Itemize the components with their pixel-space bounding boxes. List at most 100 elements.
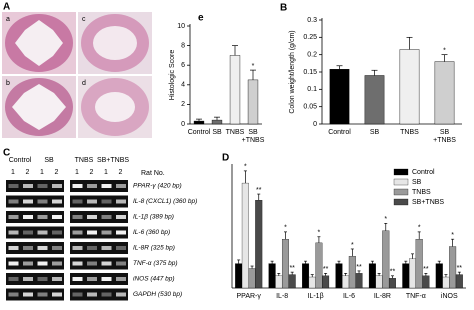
x-tick-label: IL-6 — [343, 293, 355, 300]
gel-band — [101, 292, 112, 297]
gel-band — [87, 246, 97, 250]
gel-band — [52, 261, 62, 266]
x-tick-label: IL-8 — [276, 293, 288, 300]
gel-band — [8, 246, 19, 250]
x-tick-label: IL-1β — [308, 293, 324, 300]
x-tick-label: TNBS — [226, 129, 245, 136]
gel-band — [87, 215, 97, 219]
gel-band — [116, 261, 126, 266]
gel-row — [70, 226, 128, 239]
x-tick-label: IL-8R — [374, 293, 391, 300]
image-label: a — [6, 16, 10, 23]
histology-c — [78, 12, 152, 74]
image-label: c — [82, 16, 86, 23]
gel-row — [6, 195, 64, 208]
histology-b — [2, 76, 76, 138]
bar — [409, 258, 417, 289]
gel-band — [23, 277, 33, 281]
gel-band — [72, 246, 83, 250]
gel-band — [116, 246, 126, 250]
y-tick-label: 0 — [313, 121, 317, 128]
legend-label: SB — [412, 179, 422, 186]
lane-label: 1 — [104, 169, 108, 176]
gel-band — [8, 230, 19, 235]
legend-swatch — [393, 168, 409, 176]
bar — [302, 263, 310, 289]
gel-band — [37, 261, 48, 266]
y-axis-label: Histologic Score — [169, 50, 176, 101]
group-label: TNBS — [75, 157, 94, 164]
annotation: ** — [289, 265, 295, 272]
gel-row — [70, 180, 128, 192]
gel-band — [37, 292, 48, 297]
x-tick-label: TNF-α — [406, 293, 426, 300]
gel-band — [37, 230, 48, 235]
legend-swatch — [393, 198, 409, 206]
gel-band — [72, 230, 83, 235]
gel-band — [37, 199, 48, 204]
y-tick-label: 0 — [181, 121, 185, 128]
bar — [247, 79, 259, 125]
x-tick-label: SB — [370, 129, 380, 136]
gel-row — [70, 211, 128, 223]
gel-band — [23, 261, 33, 266]
gel-band — [52, 199, 62, 204]
legend-swatch — [393, 178, 409, 186]
annotation: * — [284, 225, 287, 232]
image-label: b — [6, 80, 10, 87]
gel-band — [116, 277, 126, 281]
gel-band — [52, 215, 62, 219]
bar — [442, 276, 450, 289]
gel-band — [72, 184, 83, 188]
gel-band — [52, 230, 62, 235]
y-tick-label: 0.25 — [303, 34, 317, 41]
bar — [455, 274, 463, 289]
bar — [193, 120, 205, 125]
lane-label: 1 — [11, 169, 15, 176]
lane-label: 2 — [90, 169, 94, 176]
bar — [281, 239, 289, 289]
gel-band — [72, 199, 83, 204]
gel-row — [6, 180, 64, 192]
gel-band — [101, 261, 112, 266]
bar — [275, 275, 283, 289]
gel-band — [23, 184, 33, 188]
lane-label: 2 — [119, 169, 123, 176]
gene-label: iNOS (447 bp) — [133, 276, 175, 283]
y-tick-label: 0.3 — [307, 17, 317, 24]
y-tick-label: 0.1 — [307, 86, 317, 93]
bar — [329, 69, 350, 125]
x-tick-label: TNBS — [400, 129, 419, 136]
gel-band — [8, 261, 19, 266]
gel-band — [87, 292, 97, 297]
gel-row — [6, 211, 64, 223]
gel-band — [101, 246, 112, 250]
bar — [342, 275, 350, 289]
bar — [434, 61, 455, 125]
gel-row — [6, 288, 64, 301]
gel-band — [8, 292, 19, 297]
annotation: * — [244, 164, 247, 171]
gel-band — [23, 246, 33, 250]
gel-band — [37, 215, 48, 219]
gene-label: PPAR-γ (420 bp) — [133, 183, 182, 190]
panel-label: e — [198, 13, 204, 24]
y-tick-label: 10 — [177, 23, 185, 30]
annotation: * — [451, 232, 454, 239]
x-tick-label: Control — [188, 129, 211, 136]
bar — [402, 263, 410, 289]
x-tick-label: Control — [328, 129, 351, 136]
lane-label: 1 — [75, 169, 79, 176]
bar — [375, 275, 383, 289]
gel-band — [87, 230, 97, 235]
annotation: * — [252, 63, 255, 70]
gel-band — [116, 292, 126, 297]
gel-band — [23, 215, 33, 219]
gel-band — [52, 277, 62, 281]
gel-band — [116, 230, 126, 235]
gel-band — [72, 261, 83, 266]
bar — [368, 263, 376, 289]
bar — [348, 256, 356, 289]
bar — [364, 75, 385, 125]
gel-row — [70, 273, 128, 285]
